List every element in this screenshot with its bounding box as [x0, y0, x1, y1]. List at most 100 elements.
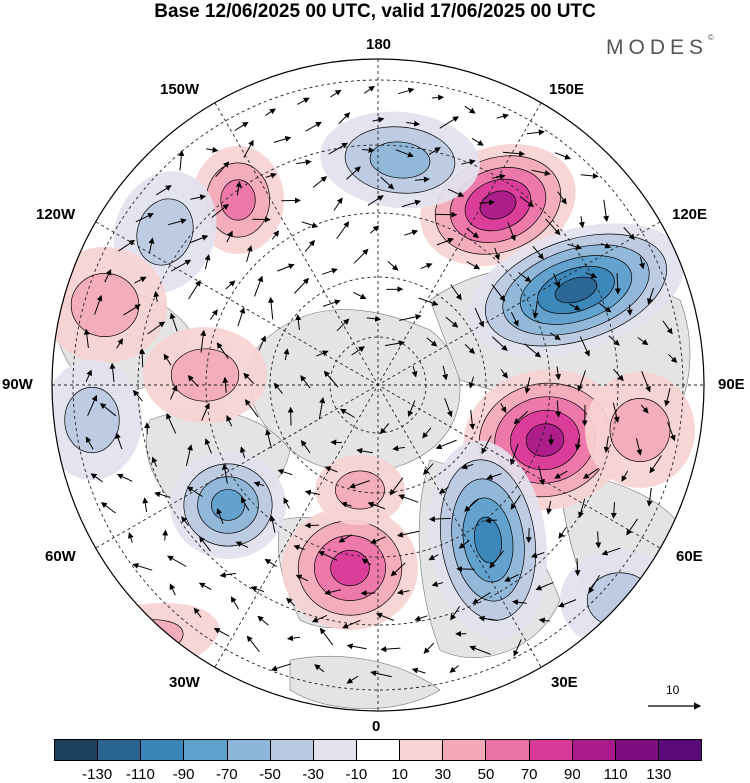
colorbar-tick-label: 70 [520, 766, 538, 783]
wind-arrow [398, 87, 415, 95]
wind-arrow [474, 307, 485, 328]
wind-arrow [379, 423, 390, 435]
wind-arrow [640, 404, 649, 414]
wind-arrow [339, 408, 355, 418]
colorbar-tick-label: 130 [646, 766, 672, 783]
wind-arrow [322, 299, 341, 307]
wind-arrow [428, 147, 441, 156]
colorbar-segment [55, 740, 99, 760]
wind-arrow [342, 619, 361, 629]
wind-arrow [494, 247, 500, 261]
wind-arrow [166, 412, 177, 434]
wind-arrow [639, 256, 645, 270]
wind-arrow [100, 502, 116, 514]
colorbar-segment [356, 740, 401, 760]
wind-arrow [216, 342, 229, 359]
wind-arrow [578, 216, 585, 229]
wind-arrow [486, 473, 502, 480]
anomaly-contour [369, 141, 431, 179]
wind-arrow [83, 328, 90, 348]
wind-arrow [367, 501, 386, 510]
wind-arrow [222, 376, 229, 393]
wind-arrow [246, 245, 253, 263]
wind-arrow [637, 337, 649, 346]
wind-arrow [491, 173, 506, 180]
wind-arrow [349, 480, 370, 489]
wind-arrow [554, 152, 571, 160]
wind-arrow [244, 399, 259, 418]
lon-label-60w: 60W [45, 548, 76, 565]
wind-arrow [668, 353, 678, 363]
wind-arrow [662, 320, 673, 335]
wind-arrow [170, 384, 178, 400]
wind-arrow [328, 142, 348, 155]
colorbar-segment [98, 740, 142, 760]
wind-arrow [420, 263, 433, 270]
wind-arrow [439, 116, 459, 129]
wind-arrow [116, 338, 124, 349]
wind-arrow [104, 269, 112, 283]
wind-arrow [153, 290, 160, 302]
wind-arrow [226, 230, 233, 243]
wind-arrow [557, 191, 567, 205]
lon-label-30e: 30E [551, 674, 578, 691]
wind-arrow [406, 120, 421, 127]
colorbar-tick-label: -110 [125, 766, 155, 783]
wind-arrow [235, 541, 249, 548]
wind-arrow [491, 283, 506, 302]
wind-arrow [664, 388, 671, 407]
wind-arrow [188, 279, 201, 300]
wind-arrow [198, 582, 212, 590]
wind-arrow [500, 369, 509, 379]
wind-arrow [557, 599, 577, 608]
wind-arrow [649, 455, 662, 474]
wind-arrow [447, 188, 465, 197]
wind-arrow [215, 161, 230, 178]
wind-arrow [283, 497, 290, 509]
wind-arrow [237, 307, 246, 327]
wind-arrow [264, 558, 277, 568]
colorbar-tick-label: 10 [391, 766, 408, 783]
wind-arrow [445, 316, 459, 328]
wind-arrow [504, 574, 519, 582]
lon-label-150w: 150W [160, 81, 200, 98]
wind-arrow [369, 225, 380, 234]
wind-arrow [531, 169, 551, 176]
wind-arrow [201, 402, 210, 421]
wind-arrow [323, 370, 339, 388]
wind-arrow [209, 309, 218, 320]
anomaly-contour [330, 549, 370, 587]
wind-arrow [510, 311, 519, 327]
colorbar-segment [400, 740, 444, 760]
brand-name: MODES [606, 36, 709, 59]
wind-arrow [142, 497, 149, 512]
wind-arrow [647, 288, 654, 305]
wind-arrow [442, 365, 449, 381]
wind-arrow [115, 432, 123, 450]
wind-arrow [567, 243, 583, 250]
wind-arrow [181, 516, 189, 527]
wind-arrow [375, 612, 395, 621]
wind-arrow [283, 348, 290, 361]
wind-arrow [253, 481, 265, 488]
wind-arrow [418, 297, 439, 306]
wind-arrow [287, 635, 301, 642]
wind-arrow [407, 400, 416, 418]
wind-arrow [230, 596, 240, 610]
wind-arrow [613, 368, 624, 382]
colorbar-segment [615, 740, 659, 760]
wind-arrow [200, 329, 207, 353]
wind-arrow [318, 397, 326, 420]
wind-arrow [243, 139, 254, 158]
wind-arrow [370, 670, 392, 678]
wind-arrow [311, 614, 328, 623]
wind-arrow [435, 439, 457, 450]
anomaly-contour [335, 470, 385, 510]
wind-arrow [626, 304, 633, 316]
wind-arrow [538, 465, 545, 486]
wind-arrow [250, 586, 265, 593]
colorbar-segment [313, 740, 357, 760]
wind-arrow [636, 438, 643, 456]
wind-arrow [265, 429, 272, 449]
wind-arrow [154, 491, 171, 498]
